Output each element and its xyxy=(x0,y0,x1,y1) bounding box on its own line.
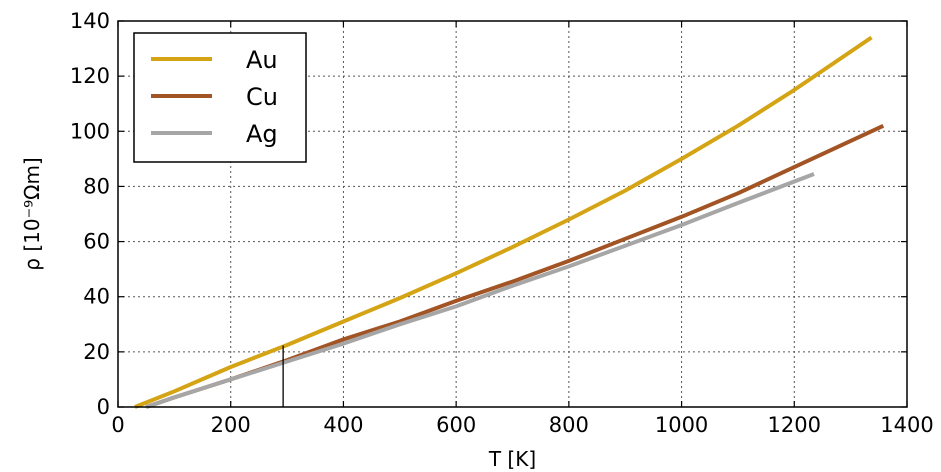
y-tick-label: 0 xyxy=(97,395,110,419)
x-tick-label: 1000 xyxy=(655,413,708,437)
x-tick-label: 400 xyxy=(323,413,363,437)
y-tick-label: 140 xyxy=(70,9,110,33)
y-tick-label: 40 xyxy=(83,285,110,309)
axis-ticks: 0 200 400 600 800 1000 1200 1400 0 20 40 60 80 100 120… xyxy=(70,9,934,437)
x-axis-label: T [K] xyxy=(488,447,536,471)
x-tick-label: 1200 xyxy=(768,413,821,437)
x-tick-label: 600 xyxy=(436,413,476,437)
x-tick-label: 200 xyxy=(211,413,251,437)
series-lines xyxy=(134,35,885,409)
y-tick-label: 120 xyxy=(70,64,110,88)
legend-label-ag: Ag xyxy=(246,120,278,148)
y-axis-label: ρ [10⁻⁹Ωm] xyxy=(20,157,44,270)
legend: Au Cu Ag xyxy=(133,32,307,163)
x-tick-label: 800 xyxy=(549,413,589,437)
y-tick-label: 100 xyxy=(70,119,110,143)
x-tick-label: 1400 xyxy=(880,413,933,437)
series-line-cu xyxy=(145,123,885,409)
series-line-ag xyxy=(145,172,815,409)
legend-label-cu: Cu xyxy=(246,83,278,111)
x-tick-label: 0 xyxy=(111,413,124,437)
plot-frame xyxy=(117,20,908,408)
y-tick-label: 80 xyxy=(83,174,110,198)
y-tick-label: 20 xyxy=(83,340,110,364)
legend-label-au: Au xyxy=(246,46,278,74)
y-tick-label: 60 xyxy=(83,230,110,254)
series-line-au xyxy=(134,35,873,409)
